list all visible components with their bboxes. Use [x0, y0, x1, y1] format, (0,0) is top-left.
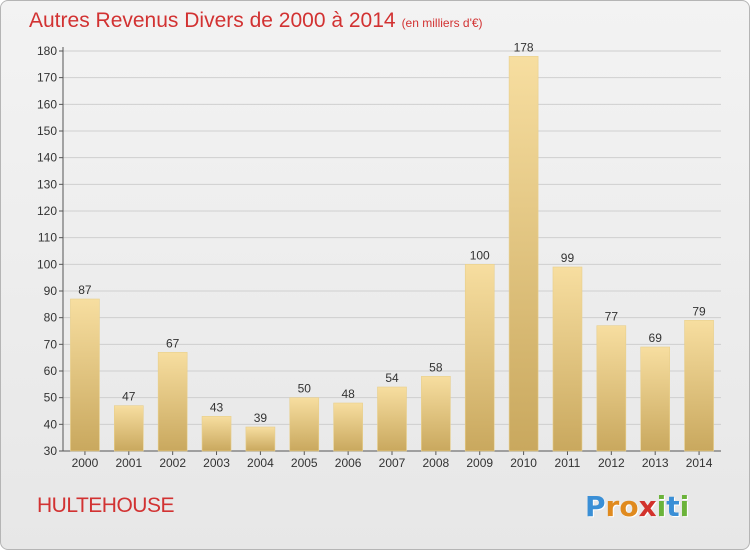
y-tick-label: 120 — [37, 204, 57, 218]
y-tick-label: 70 — [44, 337, 58, 351]
chart-title-text: Autres Revenus Divers de 2000 à 2014 — [29, 9, 396, 32]
x-tick-label: 2007 — [379, 456, 406, 470]
bar — [421, 376, 451, 452]
bar-value-label: 178 — [514, 40, 534, 54]
x-tick-label: 2001 — [115, 456, 142, 470]
bar — [596, 325, 627, 452]
y-tick-label: 110 — [38, 231, 57, 245]
y-tick-label: 40 — [44, 417, 58, 431]
bar-value-label: 50 — [298, 382, 312, 396]
y-tick-label: 100 — [37, 257, 57, 271]
y-tick-label: 80 — [44, 311, 58, 325]
y-tick-label: 90 — [44, 284, 58, 298]
bar-value-label: 58 — [429, 360, 443, 374]
proxiti-logo[interactable]: Proxiti — [585, 490, 689, 523]
chart-title: Autres Revenus Divers de 2000 à 2014 (en … — [29, 9, 483, 33]
bar — [333, 402, 363, 452]
x-tick-label: 2003 — [203, 456, 230, 470]
x-tick-label: 2002 — [159, 456, 186, 470]
bars — [70, 56, 714, 452]
bar-value-label: 99 — [561, 251, 575, 265]
bar — [157, 352, 188, 452]
x-tick-label: 2010 — [510, 456, 537, 470]
logo-letter: i — [679, 490, 690, 523]
bar-value-label: 67 — [166, 336, 180, 350]
bar-value-label: 100 — [470, 248, 490, 262]
x-tick-label: 2014 — [686, 456, 713, 470]
bar — [552, 266, 583, 452]
y-tick-label: 180 — [37, 44, 57, 58]
bar-value-label: 47 — [122, 390, 136, 404]
bar-value-label: 87 — [78, 283, 92, 297]
x-tick-label: 2011 — [555, 456, 581, 470]
bar — [245, 426, 276, 452]
bar — [684, 320, 714, 452]
logo-letter: o — [619, 490, 639, 523]
y-tick-label: 30 — [44, 444, 58, 458]
y-tick-label: 130 — [37, 177, 57, 191]
bar — [508, 56, 539, 452]
chart-title-unit: (en milliers d'€) — [401, 16, 483, 30]
bar-value-label: 77 — [605, 310, 619, 324]
y-tick-label: 60 — [44, 364, 58, 378]
bar — [70, 298, 100, 452]
logo-letter: i — [656, 490, 667, 523]
x-tick-label: 2004 — [247, 456, 274, 470]
bar — [114, 405, 144, 452]
x-tick-label: 2009 — [466, 456, 493, 470]
x-tick-label: 2005 — [291, 456, 318, 470]
logo-letter: P — [585, 490, 606, 523]
logo-letter: t — [666, 490, 680, 523]
bar — [640, 346, 671, 452]
bar-value-label: 48 — [341, 387, 355, 401]
bar — [289, 397, 320, 452]
x-tick-label: 2006 — [335, 456, 362, 470]
bar-value-label: 79 — [692, 304, 706, 318]
y-tick-label: 50 — [44, 391, 58, 405]
x-tick-label: 2013 — [642, 456, 669, 470]
city-name: HULTEHOUSE — [37, 494, 174, 517]
y-tick-label: 170 — [37, 71, 57, 85]
bar-value-label: 54 — [385, 371, 399, 385]
x-tick-label: 2012 — [598, 456, 625, 470]
bar-value-label: 43 — [210, 400, 224, 414]
x-tick-label: 2008 — [423, 456, 450, 470]
bar — [464, 264, 495, 452]
bar-value-label: 69 — [649, 331, 663, 345]
bar — [201, 416, 232, 452]
labels: 87 2000 47 2001 67 2002 43 2003 39 2004 50 2005 48 20… — [72, 40, 713, 470]
y-tick-label: 140 — [37, 151, 57, 165]
logo-letter: r — [605, 490, 620, 523]
bar — [377, 386, 407, 452]
y-tick-label: 160 — [37, 97, 57, 111]
y-tick-label: 150 — [37, 124, 57, 138]
logo-letter: x — [638, 490, 657, 523]
bar-value-label: 39 — [254, 411, 268, 425]
x-tick-label: 2000 — [72, 456, 99, 470]
